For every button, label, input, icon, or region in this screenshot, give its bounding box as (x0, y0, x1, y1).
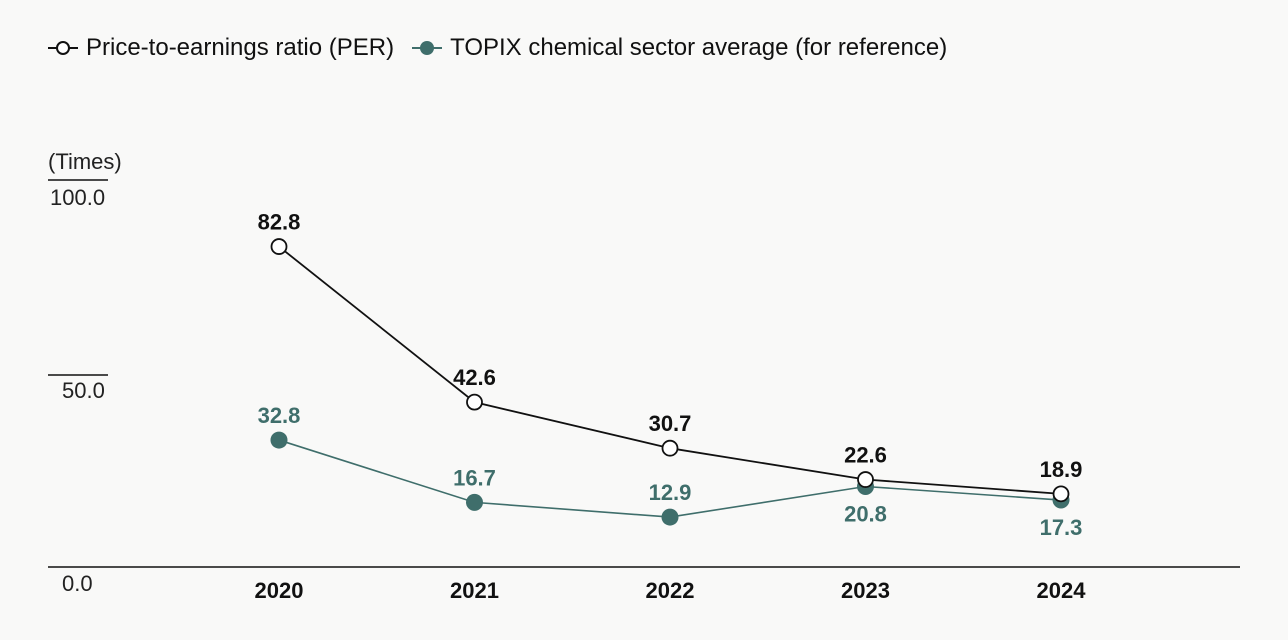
x-tick-label-2024: 2024 (1037, 578, 1087, 603)
x-tick-label-2021: 2021 (450, 578, 499, 603)
per-point-2022 (661, 439, 679, 457)
topix-data-label-2023: 20.8 (844, 502, 887, 527)
x-tick-label-2023: 2023 (841, 578, 890, 603)
per-data-label-2020: 82.8 (258, 210, 301, 235)
per-data-label-2024: 18.9 (1040, 457, 1083, 482)
x-axis-labels: 2020 2021 2022 2023 2024 (255, 578, 1087, 603)
topix-point-2021 (466, 493, 483, 511)
per-data-label-2023: 22.6 (844, 443, 887, 468)
filled-circle-line-icon (412, 41, 443, 55)
per-line (278, 245, 1062, 495)
per-data-label-2022: 30.7 (649, 411, 692, 436)
legend-item-per: Price-to-earnings ratio (PER) (48, 34, 394, 62)
per-data-label-2021: 42.6 (453, 365, 496, 390)
x-tick-label-2020: 2020 (255, 578, 304, 603)
x-tick-label-2022: 2022 (646, 578, 695, 603)
per-series: 82.8 42.6 30.7 22.6 18.9 (258, 210, 1083, 503)
y-tick-label-0: 0.0 (62, 571, 93, 596)
topix-point-2022 (661, 508, 679, 526)
per-point-2021 (466, 393, 483, 411)
y-axis-unit-label: (Times) (48, 149, 122, 174)
topix-data-label-2024: 17.3 (1040, 515, 1083, 540)
topix-point-2020 (270, 431, 288, 449)
topix-series: 32.8 16.7 12.9 20.8 17.3 (258, 403, 1083, 540)
per-point-2024 (1052, 485, 1070, 503)
legend: Price-to-earnings ratio (PER) TOPIX chem… (48, 34, 947, 62)
y-tick-label-50: 50.0 (62, 378, 105, 403)
hollow-circle-line-icon (48, 41, 78, 55)
topix-data-label-2022: 12.9 (649, 480, 692, 505)
y-tick-label-100: 100.0 (50, 185, 105, 210)
legend-label-per: Price-to-earnings ratio (PER) (86, 34, 395, 61)
legend-label-topix: TOPIX chemical sector average (for refer… (450, 34, 948, 61)
topix-data-label-2021: 16.7 (453, 465, 496, 490)
per-point-2020 (270, 238, 288, 255)
topix-data-label-2020: 32.8 (258, 403, 301, 428)
per-point-2023 (857, 471, 874, 488)
legend-item-topix: TOPIX chemical sector average (for refer… (412, 34, 947, 62)
